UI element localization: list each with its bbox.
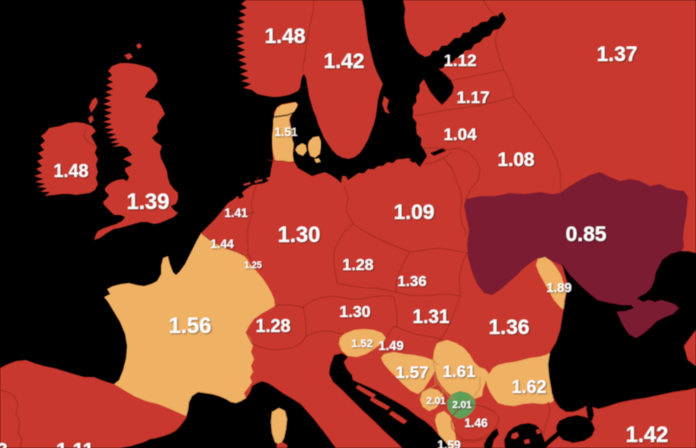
svg-text:1.62: 1.62 xyxy=(511,377,546,397)
svg-text:1.46: 1.46 xyxy=(464,416,488,430)
svg-text:1.30: 1.30 xyxy=(339,304,370,321)
svg-text:2.01: 2.01 xyxy=(452,400,472,411)
svg-text:0.85: 0.85 xyxy=(566,223,607,246)
svg-text:1.44: 1.44 xyxy=(210,237,234,251)
svg-text:1.12: 1.12 xyxy=(443,51,476,70)
svg-text:1.41: 1.41 xyxy=(224,206,248,220)
svg-text:1.56: 1.56 xyxy=(169,313,212,338)
svg-text:1.39: 1.39 xyxy=(127,189,170,214)
svg-text:1.42: 1.42 xyxy=(324,50,365,73)
svg-text:1.37: 1.37 xyxy=(597,43,638,66)
svg-text:1.52: 1.52 xyxy=(351,338,372,350)
svg-text:1.48: 1.48 xyxy=(265,25,306,48)
svg-text:1.30: 1.30 xyxy=(278,222,321,247)
svg-text:1.11: 1.11 xyxy=(56,440,94,448)
svg-text:1.42: 1.42 xyxy=(626,422,669,447)
svg-text:1.89: 1.89 xyxy=(546,280,571,295)
svg-text:1.49: 1.49 xyxy=(378,338,403,353)
svg-text:1.36: 1.36 xyxy=(397,273,426,290)
svg-text:1.61: 1.61 xyxy=(442,362,475,381)
svg-text:3: 3 xyxy=(0,440,8,448)
svg-text:1.57: 1.57 xyxy=(395,363,428,382)
svg-text:1.48: 1.48 xyxy=(53,161,88,181)
svg-text:1.09: 1.09 xyxy=(394,201,435,224)
svg-text:1.17: 1.17 xyxy=(456,88,489,107)
svg-text:1.25: 1.25 xyxy=(244,260,262,270)
svg-text:1.28: 1.28 xyxy=(342,257,373,274)
svg-text:1.36: 1.36 xyxy=(489,316,530,339)
svg-text:2.01: 2.01 xyxy=(426,396,446,407)
svg-text:1.59: 1.59 xyxy=(437,438,461,448)
svg-text:1.51: 1.51 xyxy=(274,125,298,139)
svg-text:1.08: 1.08 xyxy=(498,150,535,171)
svg-text:1.31: 1.31 xyxy=(413,307,450,328)
svg-text:1.28: 1.28 xyxy=(255,316,290,336)
svg-text:1.04: 1.04 xyxy=(443,125,477,144)
